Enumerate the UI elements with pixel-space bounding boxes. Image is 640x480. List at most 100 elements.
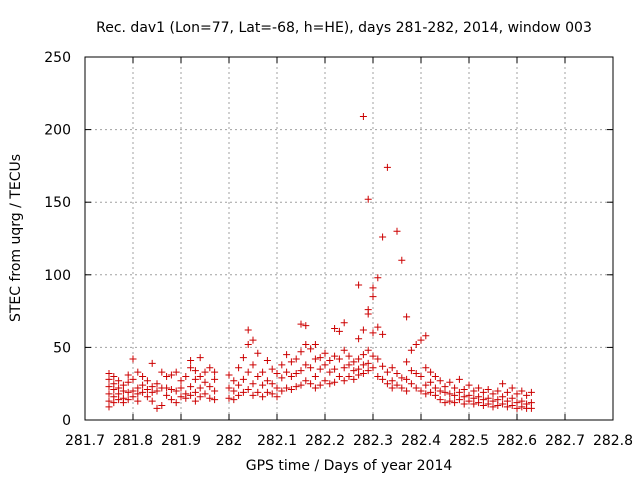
data-point xyxy=(455,396,463,404)
data-point xyxy=(211,375,219,383)
data-point xyxy=(513,404,521,412)
data-point xyxy=(167,396,175,404)
data-point xyxy=(177,377,185,385)
data-point xyxy=(283,351,291,359)
data-point xyxy=(436,387,444,395)
data-point xyxy=(494,387,502,395)
y-tick-label: 50 xyxy=(53,340,71,356)
data-point xyxy=(412,384,420,392)
data-point xyxy=(105,390,113,398)
data-point xyxy=(398,256,406,264)
data-point xyxy=(211,396,219,404)
data-point xyxy=(134,397,142,405)
data-point xyxy=(110,399,118,407)
data-point xyxy=(278,361,286,369)
x-tick-label: 282.4 xyxy=(401,433,441,449)
data-point xyxy=(508,384,516,392)
data-point xyxy=(115,377,123,385)
data-point xyxy=(158,368,166,376)
data-point xyxy=(163,384,171,392)
data-point xyxy=(326,368,334,376)
data-point xyxy=(407,346,415,354)
data-point xyxy=(292,370,300,378)
y-tick-label: 100 xyxy=(44,268,71,284)
data-point xyxy=(350,358,358,366)
data-point xyxy=(283,368,291,376)
data-point xyxy=(388,364,396,372)
data-point xyxy=(187,364,195,372)
data-point xyxy=(412,340,420,348)
data-point xyxy=(422,381,430,389)
data-point xyxy=(235,364,243,372)
data-point xyxy=(364,359,372,367)
data-point xyxy=(263,388,271,396)
data-point xyxy=(331,352,339,360)
data-point xyxy=(422,364,430,372)
data-point xyxy=(388,384,396,392)
data-point xyxy=(403,375,411,383)
data-point xyxy=(431,391,439,399)
data-point xyxy=(119,399,127,407)
x-tick-label: 281.7 xyxy=(65,433,105,449)
data-point xyxy=(479,401,487,409)
y-tick-label: 250 xyxy=(44,50,71,66)
data-point xyxy=(249,361,257,369)
data-point xyxy=(134,368,142,376)
data-point xyxy=(393,381,401,389)
data-point xyxy=(316,365,324,373)
y-axis-label: STEC from uqrg / TECUs xyxy=(8,154,24,322)
x-tick-label: 282 xyxy=(216,433,243,449)
data-point xyxy=(379,362,387,370)
data-point xyxy=(172,368,180,376)
data-point xyxy=(148,359,156,367)
data-point xyxy=(139,372,147,380)
data-point xyxy=(340,377,348,385)
data-point xyxy=(292,355,300,363)
data-point xyxy=(110,386,118,394)
data-point xyxy=(479,388,487,396)
data-point xyxy=(263,377,271,385)
data-point xyxy=(307,364,315,372)
data-point xyxy=(407,380,415,388)
y-tick-label: 200 xyxy=(44,123,71,139)
data-point xyxy=(201,378,209,386)
data-point xyxy=(374,355,382,363)
data-point xyxy=(187,383,195,391)
data-point xyxy=(379,233,387,241)
data-point xyxy=(230,377,238,385)
data-point xyxy=(427,378,435,386)
data-point xyxy=(239,375,247,383)
data-point xyxy=(153,404,161,412)
data-point xyxy=(326,356,334,364)
data-point xyxy=(359,370,367,378)
data-point xyxy=(379,330,387,338)
data-point xyxy=(393,370,401,378)
data-point xyxy=(201,368,209,376)
x-tick-label: 282.8 xyxy=(593,433,633,449)
data-point xyxy=(350,375,358,383)
data-point xyxy=(182,394,190,402)
data-point xyxy=(182,372,190,380)
data-point xyxy=(211,387,219,395)
data-point xyxy=(455,375,463,383)
data-point xyxy=(302,340,310,348)
data-point xyxy=(254,372,262,380)
data-point xyxy=(335,372,343,380)
data-point xyxy=(249,336,257,344)
data-point xyxy=(244,326,252,334)
data-point xyxy=(259,368,267,376)
data-point xyxy=(345,361,353,369)
data-point xyxy=(287,358,295,366)
data-point xyxy=(307,345,315,353)
data-point xyxy=(359,326,367,334)
data-point xyxy=(172,387,180,395)
data-point xyxy=(244,386,252,394)
data-point xyxy=(331,365,339,373)
data-point xyxy=(460,393,468,401)
data-point xyxy=(143,377,151,385)
data-point xyxy=(427,368,435,376)
x-tick-labels: 281.7 281.8 281.9 282 282.1 282.2 282.3 282.4 28… xyxy=(65,433,633,449)
data-point xyxy=(441,388,449,396)
data-point xyxy=(369,293,377,301)
x-tick-label: 282.5 xyxy=(449,433,489,449)
